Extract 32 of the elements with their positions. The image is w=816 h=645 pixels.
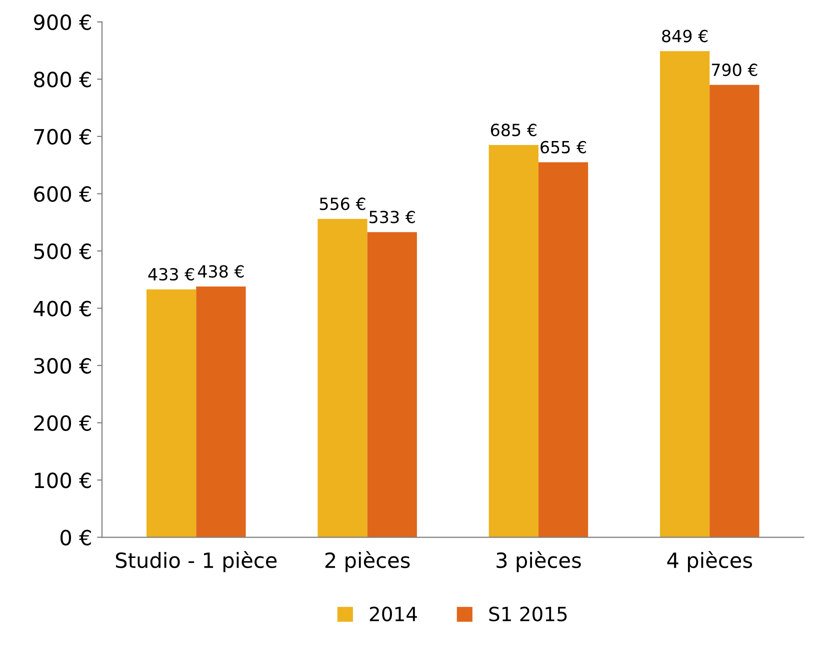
data-label: 556 € <box>320 198 366 210</box>
bar <box>318 218 368 538</box>
y-tick-label: 600 € <box>34 186 91 202</box>
data-label: 655 € <box>540 140 586 154</box>
data-label: 790 € <box>712 64 758 76</box>
bar <box>146 289 196 538</box>
y-tick-label: 200 € <box>34 415 91 431</box>
y-tick-label: 400 € <box>34 300 91 316</box>
bar <box>367 232 417 538</box>
y-tick-label: 0 € <box>60 530 91 546</box>
y-tick-label: 100 € <box>34 472 91 488</box>
bar <box>660 51 710 538</box>
legend-label: S1 2015 <box>489 606 567 622</box>
data-label: 438 € <box>198 265 244 278</box>
y-tick-label: 800 € <box>34 72 91 88</box>
bar <box>196 286 246 538</box>
x-tick-label: Studio - 1 pièce <box>116 551 277 572</box>
data-label: 849 € <box>662 30 708 42</box>
data-label: 433 € <box>148 268 194 281</box>
bar <box>538 162 588 538</box>
x-tick-label: 2 pièces <box>325 551 410 572</box>
y-tick-label: 300 € <box>34 358 91 374</box>
data-label: 685 € <box>490 124 536 136</box>
x-tick-label: 4 pièces <box>667 551 752 572</box>
y-tick-label: 700 € <box>34 128 91 145</box>
bar <box>710 84 760 538</box>
y-tick-label: 900 € <box>34 14 91 30</box>
data-label: 533 € <box>370 210 415 224</box>
x-tick-label: 3 pièces <box>496 551 581 572</box>
legend-label: 2014 <box>370 606 417 622</box>
bar <box>488 145 538 538</box>
y-tick-label: 500 € <box>34 243 91 260</box>
